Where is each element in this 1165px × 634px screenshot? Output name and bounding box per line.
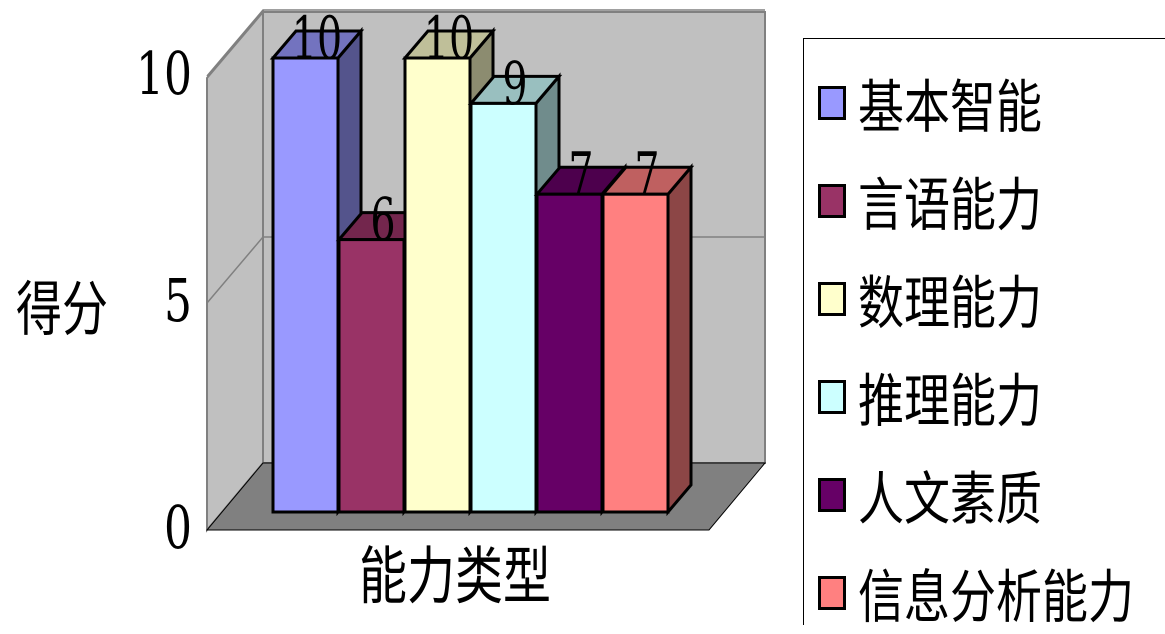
bar-value-label: 6 (370, 185, 395, 254)
legend: 基本智能言语能力数理能力推理能力人文素质信息分析能力 (803, 38, 1165, 631)
bar-value-label: 10 (424, 3, 474, 72)
y-axis-label: 得分 (16, 274, 108, 345)
legend-label: 基本智能 (858, 73, 1042, 141)
legend-swatch (818, 478, 846, 512)
legend-item: 基本智能 (818, 73, 1042, 141)
gridline (206, 9, 765, 77)
legend-item: 数理能力 (818, 269, 1042, 337)
bar-front-face (337, 238, 406, 514)
bar-side-face (666, 163, 693, 517)
legend-swatch (818, 380, 846, 414)
legend-item: 信息分析能力 (818, 563, 1134, 631)
bar-value-label: 7 (568, 139, 593, 208)
bar-value-label: 9 (502, 49, 527, 118)
legend-swatch (818, 184, 846, 218)
bar-value-label: 10 (292, 3, 342, 72)
y-tick-label: 0 (164, 493, 192, 562)
legend-item: 推理能力 (818, 367, 1042, 435)
y-tick-label: 10 (136, 39, 192, 108)
legend-label: 信息分析能力 (858, 563, 1134, 631)
bar (599, 163, 695, 517)
legend-label: 推理能力 (858, 367, 1042, 435)
bar-front-face (271, 56, 340, 514)
legend-label: 言语能力 (858, 171, 1042, 239)
legend-label: 数理能力 (858, 269, 1042, 337)
bar-front-face (403, 56, 472, 514)
y-tick-labels: 0 5 10 (136, 39, 192, 562)
legend-swatch (818, 282, 846, 316)
bar-front-face (601, 192, 670, 514)
legend-item: 言语能力 (818, 171, 1042, 239)
bar-front-face (535, 192, 604, 514)
bar-value-label: 7 (634, 139, 659, 208)
legend-item: 人文素质 (818, 465, 1042, 533)
bar-front-face (469, 101, 538, 514)
legend-swatch (818, 86, 846, 120)
x-axis-label: 能力类型 (359, 541, 551, 614)
legend-label: 人文素质 (858, 465, 1042, 533)
legend-swatch (818, 576, 846, 610)
y-tick-label: 5 (164, 266, 192, 335)
